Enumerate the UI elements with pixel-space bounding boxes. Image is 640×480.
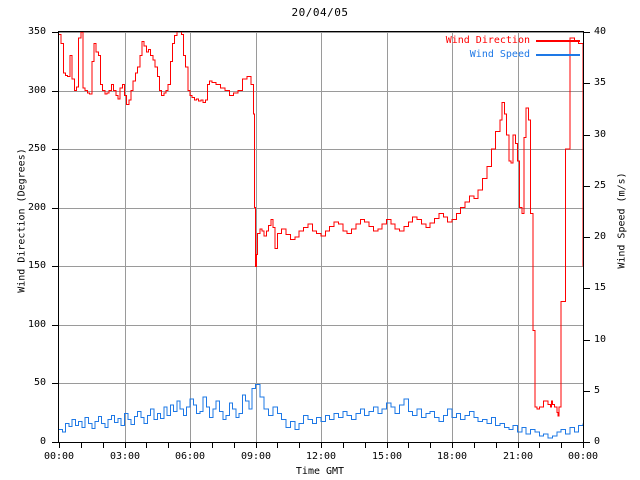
x-axis-tick — [212, 443, 213, 448]
chart-legend: Wind Direction Wind Speed — [420, 34, 580, 62]
x-axis-tick-label: 12:00 — [305, 451, 337, 462]
y-axis-right-tick-label: 40 — [594, 26, 607, 37]
x-axis-tick-label: 00:00 — [567, 451, 599, 462]
y-axis-right-tick — [584, 186, 590, 187]
gridline-vertical — [518, 32, 519, 442]
y-axis-right-tick-label: 30 — [594, 129, 607, 140]
gridline-vertical — [125, 32, 126, 442]
x-axis-tick — [321, 443, 322, 448]
y-axis-right-tick-label: 15 — [594, 282, 607, 293]
y-axis-right-tick-label: 0 — [594, 436, 601, 447]
y-axis-left-tick-label: 250 — [27, 143, 46, 154]
x-axis-tick — [583, 443, 584, 448]
y-axis-right-tick — [584, 340, 590, 341]
y-axis-right-tick-label: 25 — [594, 180, 607, 191]
y-axis-right-tick-label: 20 — [594, 231, 607, 242]
x-axis-tick — [518, 443, 519, 448]
y-axis-left-tick-label: 350 — [27, 26, 46, 37]
series-traces — [59, 32, 583, 439]
y-axis-right-tick-label: 5 — [594, 385, 601, 396]
y-axis-right-tick — [584, 288, 590, 289]
x-axis-tick — [452, 443, 453, 448]
x-axis-tick — [299, 443, 300, 448]
y-axis-left-tick-label: 50 — [33, 377, 46, 388]
x-axis-tick-label: 00:00 — [43, 451, 75, 462]
y-axis-right-tick — [584, 442, 590, 443]
y-axis-left-tick — [52, 149, 58, 150]
x-axis-tick — [496, 443, 497, 448]
gridline-vertical — [452, 32, 453, 442]
y-axis-right-tick-label: 35 — [594, 77, 607, 88]
y-axis-right-tick — [584, 32, 590, 33]
y-axis-right-tick — [584, 83, 590, 84]
y-axis-right-tick — [584, 237, 590, 238]
x-axis-tick-label: 03:00 — [109, 451, 141, 462]
x-axis-tick — [103, 443, 104, 448]
y-axis-right-tick — [584, 135, 590, 136]
x-axis-tick — [539, 443, 540, 448]
x-axis-title: Time GMT — [295, 466, 345, 477]
legend-item-wind-speed[interactable]: Wind Speed — [420, 48, 580, 62]
x-axis-tick-label: 06:00 — [174, 451, 206, 462]
x-axis-tick — [387, 443, 388, 448]
chart-title: 20/04/05 — [291, 6, 349, 19]
x-axis-tick — [146, 443, 147, 448]
legend-label: Wind Direction — [445, 35, 530, 46]
y-axis-right-tick — [584, 391, 590, 392]
y-axis-right-tick-label: 10 — [594, 334, 607, 345]
x-axis-tick — [59, 443, 60, 448]
x-axis-tick — [408, 443, 409, 448]
y-axis-left-tick — [52, 325, 58, 326]
y-axis-left-tick-label: 300 — [27, 85, 46, 96]
legend-color-swatch — [536, 40, 580, 42]
x-axis-tick — [234, 443, 235, 448]
y-axis-left-tick-label: 0 — [39, 436, 46, 447]
x-axis-tick-label: 21:00 — [502, 451, 534, 462]
series-line-wind-direction — [59, 32, 583, 417]
y-axis-left-tick — [52, 208, 58, 209]
x-axis-tick — [365, 443, 366, 448]
y-axis-left-tick-label: 150 — [27, 260, 46, 271]
x-axis-tick — [561, 443, 562, 448]
y-axis-left-tick — [52, 383, 58, 384]
x-axis-tick — [125, 443, 126, 448]
x-axis-tick — [190, 443, 191, 448]
series-line-wind-speed — [59, 384, 583, 439]
y-axis-left-tick — [52, 442, 58, 443]
y-axis-left-tick — [52, 91, 58, 92]
x-axis-tick — [256, 443, 257, 448]
gridline-vertical — [321, 32, 322, 442]
y-axis-left-tick — [52, 266, 58, 267]
legend-item-wind-direction[interactable]: Wind Direction — [420, 34, 580, 48]
y-axis-left-tick-label: 100 — [27, 319, 46, 330]
gridline-vertical — [190, 32, 191, 442]
x-axis-tick-label: 18:00 — [436, 451, 468, 462]
legend-label: Wind Speed — [469, 49, 530, 60]
y-axis-left-tick — [52, 32, 58, 33]
x-axis-tick-label: 15:00 — [371, 451, 403, 462]
x-axis-tick — [81, 443, 82, 448]
y-axis-left-title: Wind Direction (Degrees) — [16, 148, 28, 293]
gridline-vertical — [256, 32, 257, 442]
gridline-vertical — [387, 32, 388, 442]
x-axis-tick — [168, 443, 169, 448]
x-axis-tick — [277, 443, 278, 448]
y-axis-left-tick-label: 200 — [27, 202, 46, 213]
x-axis-tick — [343, 443, 344, 448]
x-axis-tick — [430, 443, 431, 448]
plot-area — [58, 31, 584, 443]
x-axis-tick-label: 09:00 — [240, 451, 272, 462]
x-axis-tick — [474, 443, 475, 448]
legend-color-swatch — [536, 54, 580, 56]
y-axis-right-title: Wind Speed (m/s) — [616, 172, 628, 269]
